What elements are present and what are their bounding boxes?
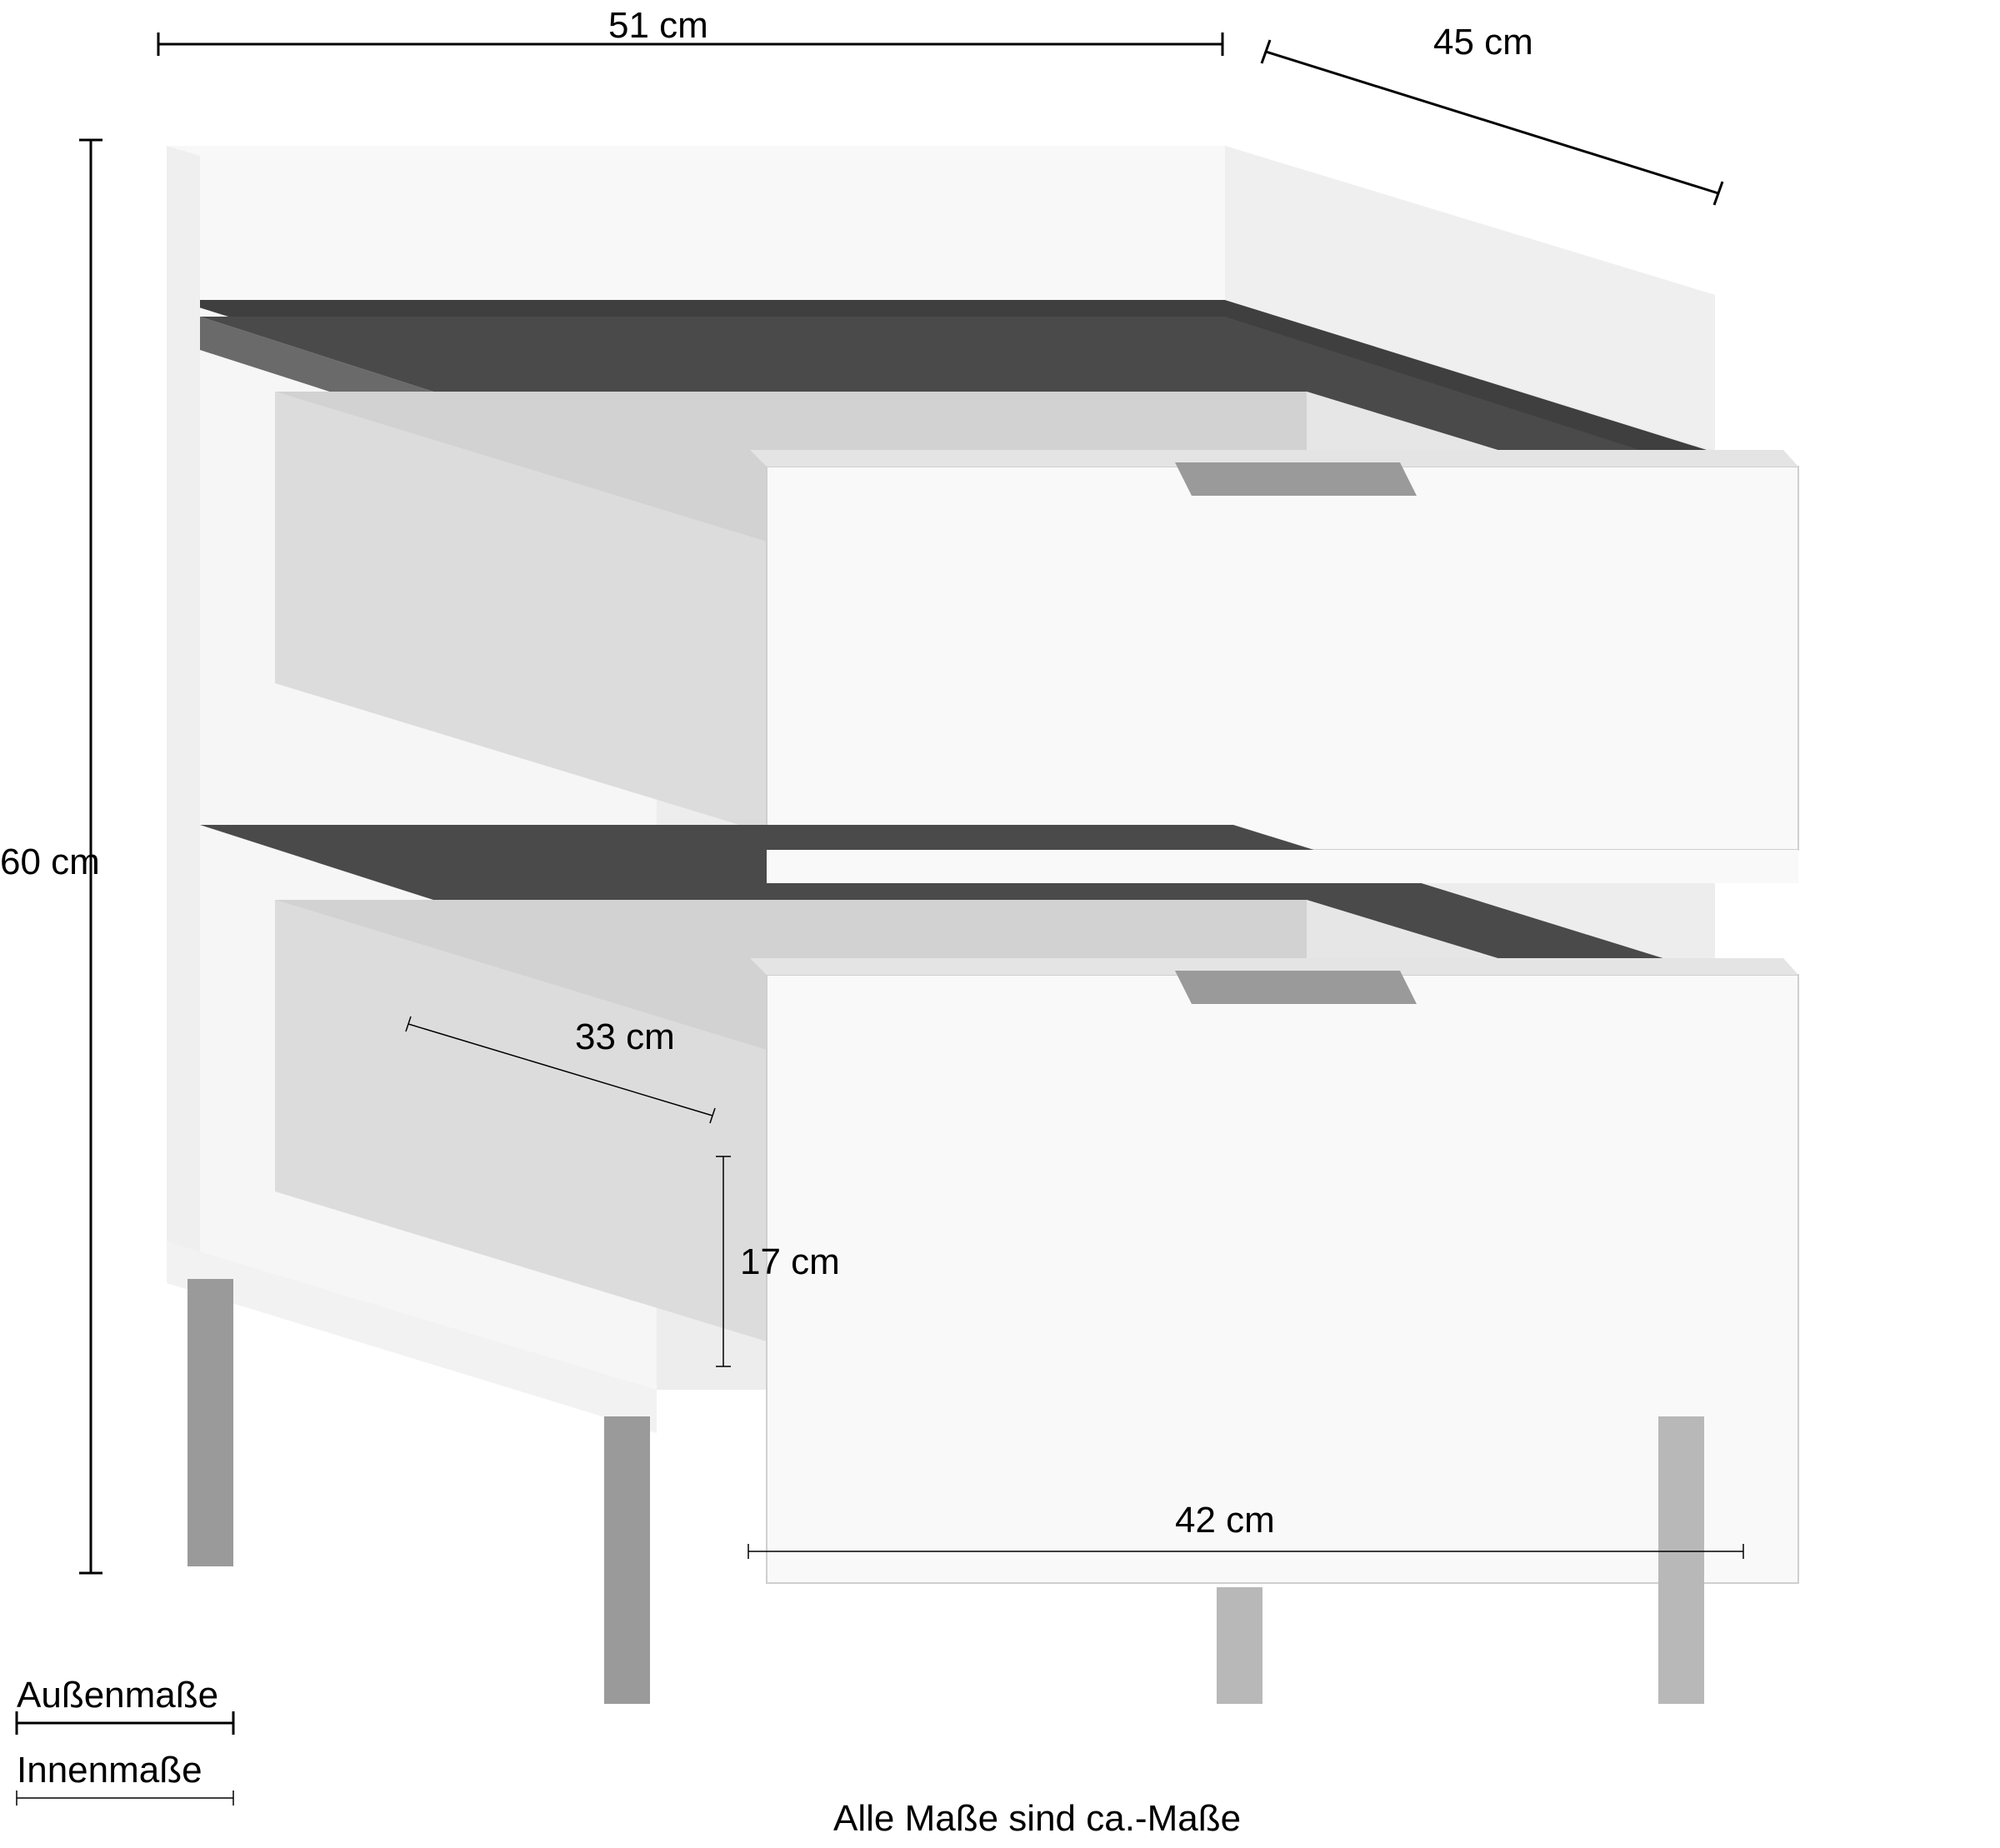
- legend-outer-label: Außenmaße: [17, 1675, 218, 1716]
- label-height: 60 cm: [0, 842, 100, 883]
- lower-drawer-front: [767, 975, 1798, 1583]
- cabinet-left-front-edge: [167, 146, 200, 1254]
- leg-back-left: [604, 1416, 650, 1704]
- diagram-svg: [0, 0, 2000, 1848]
- label-drawer-height: 17 cm: [740, 1241, 840, 1283]
- upper-drawer-handle: [1175, 462, 1417, 496]
- mid-slot-cover: [767, 850, 1798, 883]
- label-depth-top: 45 cm: [1433, 22, 1533, 63]
- label-drawer-depth: 33 cm: [575, 1016, 675, 1058]
- footer-note: Alle Maße sind ca.-Maße: [833, 1798, 1241, 1840]
- upper-drawer-front: [767, 467, 1798, 850]
- leg-front-right: [1217, 1587, 1262, 1704]
- legend-inner-line: [17, 1791, 233, 1806]
- leg-front-left: [188, 1279, 233, 1566]
- label-width-top: 51 cm: [608, 5, 708, 47]
- legend-inner-label: Innenmaße: [17, 1750, 202, 1791]
- label-drawer-width: 42 cm: [1175, 1500, 1275, 1541]
- lower-drawer-handle: [1175, 971, 1417, 1004]
- leg-back-right: [1658, 1416, 1704, 1704]
- top-underside: [167, 146, 1225, 300]
